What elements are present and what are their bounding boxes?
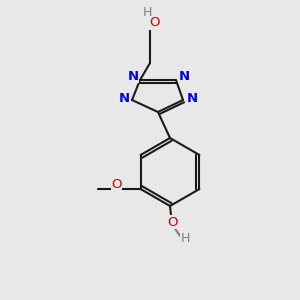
Text: N: N [118,92,130,106]
Text: N: N [186,92,198,106]
Text: O: O [149,16,159,29]
Text: O: O [168,215,178,229]
Text: H: H [180,232,190,244]
Text: O: O [111,178,122,190]
Text: H: H [142,5,152,19]
Text: N: N [128,70,139,83]
Text: N: N [178,70,190,83]
